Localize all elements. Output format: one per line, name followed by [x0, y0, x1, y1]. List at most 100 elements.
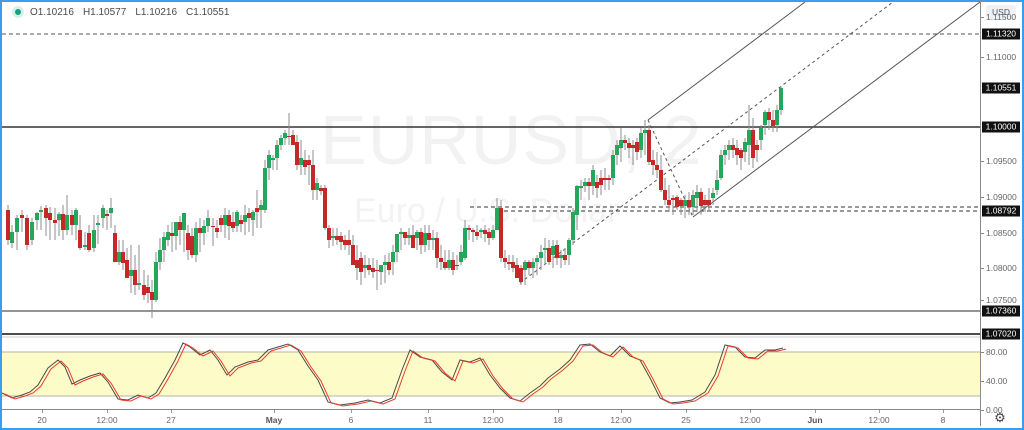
- candle-body: [539, 252, 543, 258]
- candle-body: [443, 262, 447, 268]
- candle-body: [707, 200, 711, 205]
- candle-body: [715, 180, 719, 190]
- candle-body: [543, 248, 547, 250]
- watermark-symbol: EURUSD, 2: [320, 101, 703, 179]
- candle-body: [427, 233, 431, 240]
- candle-body: [121, 252, 125, 263]
- candle-body: [431, 238, 435, 240]
- price-level-tag: 1.11320: [982, 28, 1020, 40]
- candle-body: [699, 192, 703, 206]
- candle-body: [751, 130, 755, 158]
- candle-body: [295, 142, 299, 165]
- candle-body: [451, 260, 455, 270]
- candle-body: [447, 260, 451, 268]
- candle-body: [515, 265, 519, 278]
- legend-open: O1.10216: [30, 6, 74, 18]
- candle-body: [154, 262, 158, 300]
- candle-body: [35, 213, 39, 220]
- candle-body: [15, 218, 19, 232]
- time-axis[interactable]: [2, 409, 980, 410]
- candle-body: [311, 165, 315, 190]
- price-axis[interactable]: [980, 0, 981, 426]
- candle-body: [283, 133, 287, 138]
- candle-body: [291, 135, 295, 145]
- candle-body: [206, 218, 210, 226]
- channel-mid-dashed: [519, 1, 894, 284]
- price-level-tag: 1.07020: [982, 328, 1020, 340]
- time-axis-tick: [351, 410, 352, 413]
- candle-body: [675, 197, 679, 207]
- candle-body: [78, 230, 82, 248]
- candle-body: [731, 145, 735, 150]
- candle-body: [455, 265, 459, 266]
- candle-body: [202, 226, 206, 233]
- price-axis-label: 1.08000: [980, 263, 1017, 273]
- candle-body: [87, 233, 91, 250]
- candle-body: [567, 240, 571, 255]
- candle-body: [599, 178, 603, 185]
- candle-body: [39, 210, 43, 212]
- candle-body: [591, 170, 595, 186]
- time-axis-tick: [171, 410, 172, 413]
- channel-lower-line: [692, 1, 980, 218]
- candle-body: [683, 200, 687, 206]
- candle-body: [743, 142, 747, 152]
- settings-gear-icon[interactable]: ⚙: [994, 410, 1006, 425]
- candle-body: [459, 252, 463, 262]
- price-level-tag: 1.10000: [982, 121, 1020, 133]
- time-axis-label: 8: [940, 415, 946, 425]
- candle-body: [307, 160, 311, 165]
- candle-body: [403, 232, 407, 238]
- candle-body: [267, 155, 271, 168]
- candle-body: [65, 215, 69, 230]
- candle-body: [735, 148, 739, 155]
- price-level-tag: 1.10551: [982, 82, 1020, 94]
- candle-body: [125, 260, 129, 278]
- candle-body: [150, 292, 154, 300]
- candle-body: [299, 158, 303, 165]
- candle-body: [133, 270, 137, 285]
- candle-body: [435, 238, 439, 258]
- candle-body: [211, 226, 215, 227]
- candle-body: [371, 268, 375, 272]
- candle-body: [146, 287, 150, 293]
- candle-body: [747, 130, 751, 145]
- candle-body: [575, 186, 579, 215]
- candle-body: [483, 230, 487, 234]
- candle-body: [531, 262, 535, 268]
- candle-body: [343, 240, 347, 245]
- candle-body: [579, 186, 583, 188]
- time-axis-label: May: [265, 415, 283, 425]
- candle-body: [271, 158, 275, 160]
- candle-body: [595, 182, 599, 188]
- candle-body: [61, 214, 65, 230]
- candle-body: [603, 178, 607, 180]
- candle-body: [627, 143, 631, 148]
- time-axis-label: 12:00: [610, 415, 632, 425]
- candle-body: [367, 265, 371, 270]
- candle-body: [347, 240, 351, 245]
- price-axis-label: 80.00: [979, 347, 1008, 357]
- candle-body: [170, 233, 174, 236]
- time-axis-label: 20: [37, 415, 47, 425]
- candle-body: [639, 133, 643, 150]
- currency-button[interactable]: USD: [986, 5, 1016, 19]
- status-dot-icon: [12, 6, 24, 18]
- candle-body: [223, 215, 227, 225]
- candle-body: [551, 246, 555, 255]
- time-axis-label: 12:00: [739, 415, 761, 425]
- candle-body: [411, 235, 415, 248]
- candle-body: [671, 198, 675, 200]
- candle-body: [190, 236, 194, 255]
- time-axis-label: 25: [681, 415, 691, 425]
- price-chart-canvas[interactable]: [0, 0, 980, 426]
- candle-body: [327, 228, 331, 240]
- time-axis-tick: [621, 410, 622, 413]
- candle-body: [137, 283, 141, 285]
- candle-body: [178, 222, 182, 230]
- candle-body: [235, 212, 239, 226]
- candle-body: [647, 130, 651, 162]
- candle-body: [703, 200, 707, 205]
- time-axis-tick: [750, 410, 751, 413]
- candle-body: [711, 193, 715, 198]
